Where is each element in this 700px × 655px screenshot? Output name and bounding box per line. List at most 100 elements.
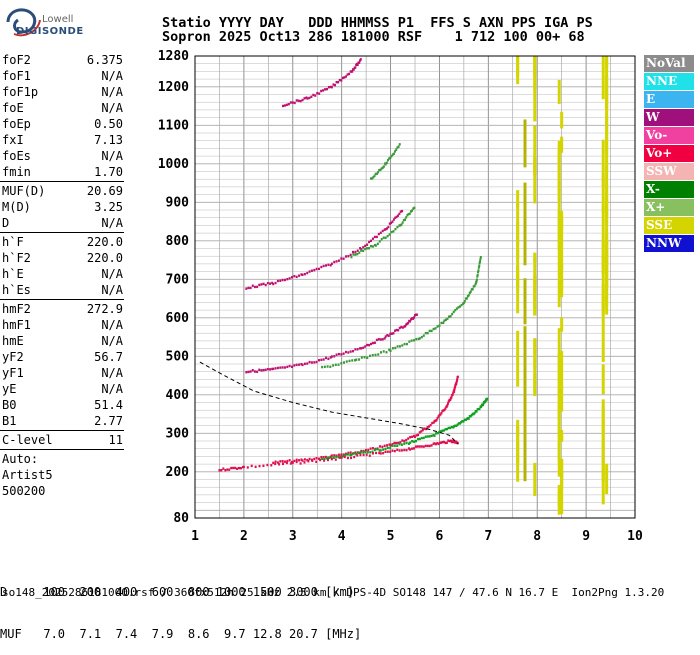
echo-point [382,236,385,239]
echo-point [437,415,440,418]
echo-point [301,363,304,367]
echo-point [316,92,319,95]
echo-point [373,448,376,452]
echo-point [306,362,309,365]
echo-point [386,227,389,230]
echo-point [322,89,325,92]
param-value: 7.13 [94,133,123,147]
echo-point [264,368,267,371]
echo-point [468,291,471,295]
echo-point [452,310,455,314]
param-value: N/A [101,318,123,332]
interference-band [533,275,537,310]
echo-point [439,441,442,444]
echo-point [396,448,399,451]
echo-point [463,300,466,303]
echo-point [364,448,367,452]
echo-point [325,264,328,267]
echo-point [428,444,431,448]
interference-band [557,489,561,507]
echo-point [315,360,318,364]
param-row: M(D) 3.25 [0,199,128,215]
echo-point [382,451,385,455]
echo-point [283,366,286,369]
echo-point [443,408,446,412]
echo-point [388,222,391,225]
echo-point [327,357,330,361]
echo-point [386,446,389,450]
echo-point [376,242,379,246]
param-row: yF1 N/A [0,365,128,381]
echo-point [379,452,382,455]
echo-point [391,442,394,446]
echo-point [418,337,421,340]
echo-point [434,442,437,446]
echo-point [476,275,479,278]
echo-point [313,457,316,461]
echo-point [392,218,395,221]
echo-point [442,321,445,325]
param-label: fxI [2,133,24,147]
interference-band [560,216,564,230]
echo-point [258,283,261,287]
echo-point [359,347,362,350]
echo-point [332,83,335,86]
legend: NoVal NNE E W Vo- Vo+ SSW X- X+ SSE NNW [644,55,694,253]
interference-band [601,240,605,275]
x-tick-label: 10 [627,529,643,544]
echo-point [441,440,444,444]
echo-point [368,240,371,244]
echo-point [414,445,417,448]
echo-point [308,96,311,100]
x-tick-label: 1 [191,529,199,544]
echo-point [466,417,469,420]
echo-point [379,449,382,452]
echo-point [461,419,464,423]
param-row: D N/A [0,215,128,231]
echo-point [436,441,439,445]
echo-point [389,332,392,336]
echo-point [476,273,479,277]
param-value: N/A [101,283,123,297]
echo-point [413,339,416,342]
param-label: foF1 [2,69,31,83]
echo-point [406,213,409,217]
echo-point [366,343,369,347]
echo-point [478,261,481,265]
echo-point [364,247,367,251]
echo-point [455,382,458,385]
echo-point [389,450,392,453]
echo-point [390,221,393,225]
echo-point [360,347,363,350]
echo-point [340,456,343,459]
echo-point [389,444,392,447]
echo-point [402,218,405,222]
echo-point [293,364,296,367]
echo-point [409,441,412,444]
echo-point [337,352,340,356]
echo-point [286,459,289,463]
echo-point [290,365,293,369]
echo-point [460,421,463,424]
echo-point [386,234,389,238]
echo-point [332,364,335,367]
param-row: yE N/A [0,381,128,397]
echo-point [253,285,256,289]
echo-point [354,66,357,69]
param-label: foEp [2,117,31,131]
echo-point [329,264,332,267]
echo-point [387,158,390,162]
interference-band [523,296,527,310]
echo-point [421,428,424,432]
echo-point [295,458,298,461]
echo-point [411,440,414,443]
echo-point [385,161,388,164]
echo-point [442,429,445,432]
echo-point [430,434,433,438]
echo-point [434,327,437,330]
echo-point [281,460,284,463]
echo-point [393,449,396,453]
interference-band [560,317,564,332]
echo-point [423,427,426,430]
echo-point [236,467,239,470]
